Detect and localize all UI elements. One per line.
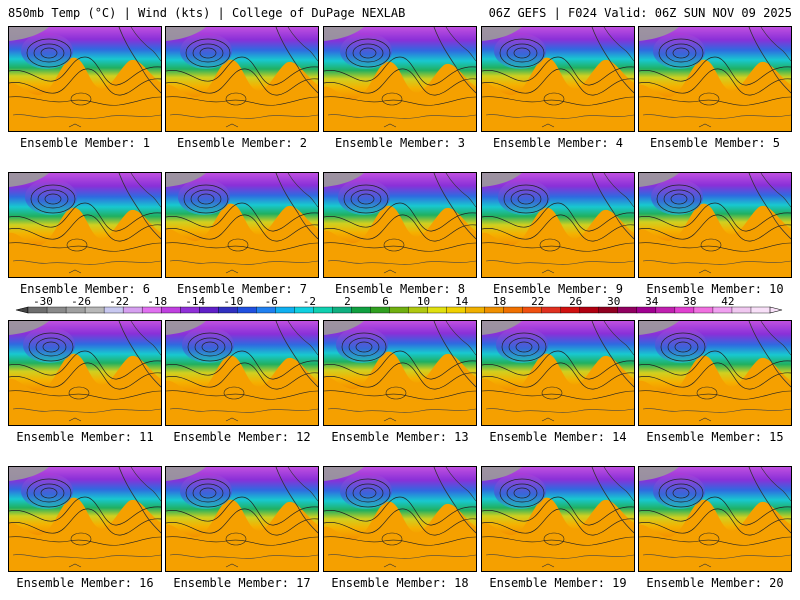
ensemble-member-label: Ensemble Member: 12: [173, 430, 311, 444]
ensemble-member-label: Ensemble Member: 14: [489, 430, 627, 444]
ensemble-panel: Ensemble Member: 13: [323, 320, 477, 444]
ensemble-panel: Ensemble Member: 1: [8, 26, 162, 150]
colorbar-tick-label: 10: [417, 296, 430, 308]
colorbar-swatch: [275, 306, 295, 314]
temperature-colorbar: -30 -26 -22 -18 -14 -10 -6 -2 2 6 10 14 18 22 26 30 34 38…: [14, 296, 786, 316]
ensemble-member-label: Ensemble Member: 11: [16, 430, 154, 444]
ensemble-member-label: Ensemble Member: 9: [492, 282, 624, 296]
temperature-map: [323, 466, 477, 572]
ensemble-member-label: Ensemble Member: 1: [19, 136, 151, 150]
temperature-map: [481, 26, 635, 132]
ensemble-panel: Ensemble Member: 4: [481, 26, 635, 150]
ensemble-member-label: Ensemble Member: 2: [176, 136, 308, 150]
ensemble-member-label: Ensemble Member: 17: [173, 576, 311, 590]
ensemble-panel: Ensemble Member: 5: [638, 26, 792, 150]
ensemble-member-label: Ensemble Member: 6: [19, 282, 151, 296]
ensemble-member-label: Ensemble Member: 16: [16, 576, 154, 590]
colorbar-tick-label: 38: [683, 296, 696, 308]
ensemble-panel: Ensemble Member: 20: [638, 466, 792, 590]
temperature-map: [323, 172, 477, 278]
ensemble-member-label: Ensemble Member: 19: [489, 576, 627, 590]
ensemble-panel: Ensemble Member: 6: [8, 172, 162, 296]
colorbar-tick-label: -10: [223, 296, 243, 308]
colorbar-tick-label: 2: [344, 296, 351, 308]
ensemble-panel: Ensemble Member: 9: [481, 172, 635, 296]
ensemble-panel: Ensemble Member: 16: [8, 466, 162, 590]
ensemble-panel: Ensemble Member: 14: [481, 320, 635, 444]
ensemble-member-label: Ensemble Member: 20: [646, 576, 784, 590]
ensemble-member-label: Ensemble Member: 3: [334, 136, 466, 150]
ensemble-panel: Ensemble Member: 12: [165, 320, 319, 444]
colorbar-max-arrow: [769, 306, 783, 314]
temperature-map: [165, 172, 319, 278]
temperature-map: [8, 466, 162, 572]
temperature-map: [323, 320, 477, 426]
colorbar-tick-label: 14: [455, 296, 469, 308]
ensemble-panel: Ensemble Member: 8: [323, 172, 477, 296]
colorbar-swatch: [693, 306, 714, 314]
colorbar-tick-label: 6: [382, 296, 389, 308]
colorbar-tick-label: -14: [185, 296, 205, 308]
ensemble-panel: Ensemble Member: 11: [8, 320, 162, 444]
colorbar-swatch: [465, 306, 486, 314]
colorbar-tick-label: -6: [265, 296, 278, 308]
temperature-map: [638, 172, 792, 278]
temperature-map: [8, 320, 162, 426]
colorbar-tick-label: -26: [71, 296, 91, 308]
colorbar-swatch: [655, 306, 676, 314]
temperature-map: [165, 320, 319, 426]
ensemble-member-label: Ensemble Member: 13: [331, 430, 469, 444]
colorbar-tick-label: -18: [147, 296, 167, 308]
colorbar-min-arrow: [15, 306, 29, 314]
ensemble-panel: Ensemble Member: 19: [481, 466, 635, 590]
temperature-map: [323, 26, 477, 132]
colorbar-tick-label: 42: [721, 296, 734, 308]
temperature-map: [638, 320, 792, 426]
ensemble-member-label: Ensemble Member: 4: [492, 136, 624, 150]
colorbar-tick-label: 18: [493, 296, 506, 308]
ensemble-member-label: Ensemble Member: 10: [646, 282, 784, 296]
colorbar-swatch: [541, 306, 562, 314]
ensemble-member-label: Ensemble Member: 5: [649, 136, 781, 150]
temperature-map: [165, 26, 319, 132]
colorbar-swatch: [731, 306, 752, 314]
colorbar-swatch: [351, 306, 371, 314]
temperature-map: [481, 172, 635, 278]
ensemble-panel: Ensemble Member: 18: [323, 466, 477, 590]
ensemble-panel: Ensemble Member: 2: [165, 26, 319, 150]
chart-title: 850mb Temp (°C) | Wind (kts) | College o…: [8, 6, 406, 20]
colorbar-swatch: [503, 306, 524, 314]
temperature-map: [8, 26, 162, 132]
ensemble-panel: Ensemble Member: 7: [165, 172, 319, 296]
ensemble-member-label: Ensemble Member: 7: [176, 282, 308, 296]
colorbar-swatch: [750, 306, 771, 314]
ensemble-member-label: Ensemble Member: 15: [646, 430, 784, 444]
colorbar-swatch: [313, 306, 333, 314]
temperature-map: [638, 466, 792, 572]
colorbar-swatch: [389, 306, 410, 314]
colorbar-swatch: [617, 306, 638, 314]
temperature-map: [481, 466, 635, 572]
run-valid-time: 06Z GEFS | F024 Valid: 06Z SUN NOV 09 20…: [488, 6, 792, 20]
colorbar-swatch: [579, 306, 600, 314]
colorbar-tick-label: 30: [607, 296, 620, 308]
temperature-map: [8, 172, 162, 278]
colorbar-tick-label: 26: [569, 296, 582, 308]
ensemble-panel: Ensemble Member: 3: [323, 26, 477, 150]
colorbar-swatch: [427, 306, 448, 314]
colorbar-tick-label: -30: [33, 296, 53, 308]
colorbar-tick-label: 34: [645, 296, 659, 308]
temperature-map: [481, 320, 635, 426]
ensemble-panel: Ensemble Member: 10: [638, 172, 792, 296]
ensemble-panel: Ensemble Member: 17: [165, 466, 319, 590]
colorbar-tick-label: -22: [109, 296, 129, 308]
temperature-map: [165, 466, 319, 572]
temperature-map: [638, 26, 792, 132]
colorbar-tick-label: -2: [303, 296, 316, 308]
ensemble-member-label: Ensemble Member: 18: [331, 576, 469, 590]
ensemble-member-label: Ensemble Member: 8: [334, 282, 466, 296]
colorbar-tick-label: 22: [531, 296, 544, 308]
ensemble-panel: Ensemble Member: 15: [638, 320, 792, 444]
